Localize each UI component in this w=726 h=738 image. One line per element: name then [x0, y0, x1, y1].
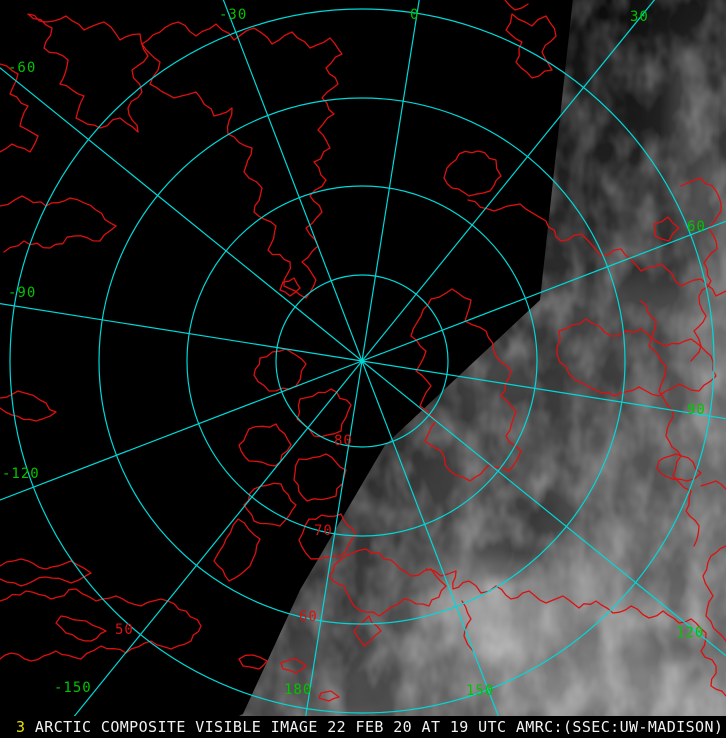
meridian-line — [222, 0, 363, 362]
coastline-path — [467, 199, 726, 297]
graticule-overlay — [0, 0, 726, 716]
coastline-path — [461, 600, 474, 652]
meridian-line — [305, 360, 363, 716]
meridian-line — [73, 360, 363, 716]
coastline-path — [410, 288, 522, 482]
status-caption: ARCTIC COMPOSITE VISIBLE IMAGE 22 FEB 20… — [25, 718, 724, 736]
coastline-path — [0, 558, 92, 587]
coastline-path — [443, 150, 502, 197]
status-bar: 3 ARCTIC COMPOSITE VISIBLE IMAGE 22 FEB … — [0, 716, 726, 738]
coastline-path — [27, 13, 149, 133]
coastline-path — [293, 453, 347, 502]
meridian-line — [361, 0, 656, 362]
coastline-path — [296, 388, 352, 438]
coastline-path — [0, 195, 117, 253]
coastline-path — [353, 615, 382, 647]
coastline-path — [0, 63, 39, 153]
coastline-path — [505, 13, 557, 79]
coastline-path — [0, 390, 57, 422]
coastline-path — [0, 588, 202, 662]
latitude-circle-50 — [9, 8, 715, 714]
satellite-map-canvas — [0, 0, 726, 716]
coastline-path — [298, 513, 357, 560]
coastline-path — [238, 654, 268, 670]
coastline-path — [318, 690, 340, 702]
satellite-map: 0 30 60 90 120 150 180 -150 -120 -90 -60 -30 80 70 60 5… — [0, 0, 726, 716]
coastline-path — [653, 216, 680, 242]
latitude-circle-80 — [275, 274, 449, 448]
meridian-line — [361, 360, 726, 657]
meridian-line — [361, 220, 726, 362]
coastline-path — [253, 348, 307, 392]
coastline-path — [238, 423, 292, 467]
latitude-circle-70 — [186, 185, 538, 537]
status-frame-number: 3 — [16, 718, 26, 736]
meridian-line — [361, 360, 726, 420]
meridian-line — [361, 360, 499, 716]
coastline-path — [700, 480, 726, 490]
coastline-path — [425, 568, 726, 697]
coastline-path — [680, 177, 722, 362]
meridian-line — [0, 360, 363, 501]
coastline-path — [504, 0, 529, 11]
coastline-path — [141, 21, 343, 299]
coastline-path — [656, 453, 702, 482]
coastline-path — [556, 318, 717, 397]
coastline-path — [55, 615, 107, 642]
meridian-line — [0, 67, 363, 362]
meridian-line — [0, 303, 363, 362]
coastline-path — [243, 482, 297, 527]
coastline-path — [702, 545, 726, 642]
coastline-path — [328, 548, 447, 617]
meridian-line — [361, 0, 420, 362]
coastline-path — [640, 300, 700, 547]
coastline-path — [213, 518, 261, 582]
latitude-circle-60 — [98, 97, 626, 625]
coastline-path — [279, 277, 301, 297]
coastline-path — [280, 658, 307, 674]
